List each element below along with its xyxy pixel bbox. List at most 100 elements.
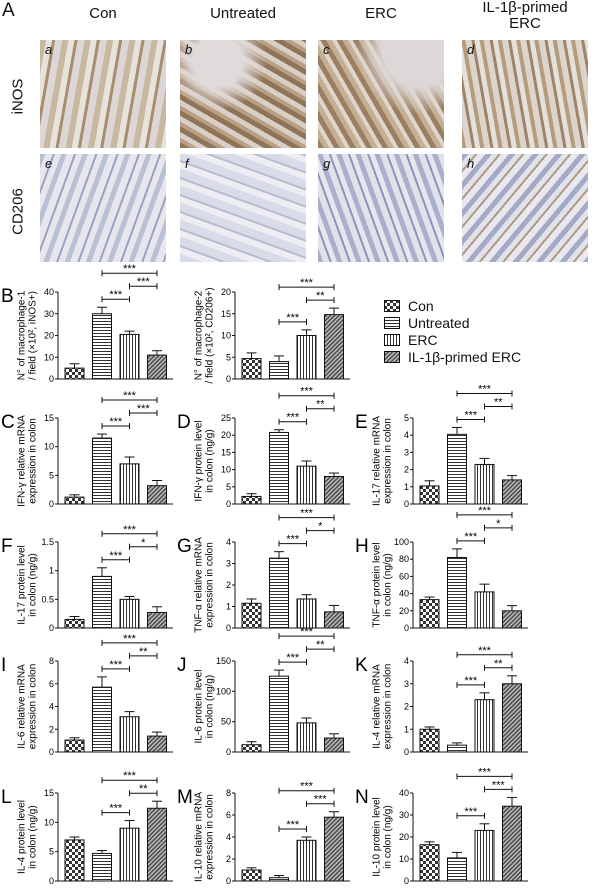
significance-label: *** — [478, 505, 492, 517]
significance-label: *** — [464, 531, 478, 543]
panel-letter: L — [1, 787, 12, 808]
y-axis-label: IL-17 protein level — [17, 545, 28, 625]
bar-erc — [296, 722, 317, 753]
bar-untreated — [447, 433, 467, 505]
y-tick-label: 0 — [226, 374, 231, 384]
legend-label: ERC — [408, 331, 438, 348]
y-tick-label: 15 — [44, 413, 54, 423]
bar-erc — [119, 598, 140, 629]
significance-label: *** — [109, 550, 123, 562]
significance-label: *** — [314, 794, 328, 806]
legend-label: Con — [408, 297, 434, 314]
legend-swatch — [384, 316, 400, 329]
bar-il-1-primed-erc — [147, 354, 167, 380]
y-tick-label: 10 — [44, 817, 54, 827]
y-axis-label: IL-4 protein level — [17, 800, 28, 874]
bar-untreated — [92, 313, 112, 380]
chart-f: F IL-17 protein level in colon (ng/g) 0 0.5 1… — [1, 524, 173, 633]
y-axis-label: IL-17 relative mRNA — [372, 416, 383, 506]
significance-label: *** — [123, 633, 137, 645]
y-tick-label: 0 — [226, 623, 231, 633]
significance-label: *** — [464, 675, 478, 687]
y-tick-label: 1.5 — [41, 537, 54, 547]
y-tick-label: 80 — [399, 554, 409, 564]
bar-con — [64, 367, 85, 380]
y-tick-label: 4 — [404, 656, 409, 666]
image-label: g — [323, 156, 331, 171]
bar-erc — [296, 598, 317, 629]
y-tick-label: 5 — [404, 413, 409, 423]
bar-untreated — [447, 744, 467, 753]
significance-label: *** — [123, 524, 137, 536]
y-axis-label: IL-6 relative mRNA — [17, 664, 28, 749]
chart-h: H TNF-α protein level in colon (ng/g) 0 20 40… — [355, 505, 528, 633]
significance-label: *** — [286, 312, 300, 324]
y-tick-label: 3 — [226, 559, 231, 569]
y-tick-label: 6 — [226, 810, 231, 820]
y-tick-label: 20 — [221, 287, 231, 297]
significance-label: *** — [123, 390, 137, 402]
y-tick-label: 2 — [49, 724, 54, 734]
y-tick-label: 6 — [49, 679, 54, 689]
significance-label: *** — [109, 289, 123, 301]
bar-untreated — [269, 361, 289, 380]
y-axis-label: TNF-α relative mRNA — [194, 537, 205, 633]
bar-erc — [119, 827, 140, 882]
y-tick-label: 0.5 — [41, 594, 54, 604]
histology-image-e: e — [40, 154, 166, 262]
chart-c: C IFN-γ relative mRNA expression in colon 0… — [1, 390, 173, 509]
bar-erc — [119, 333, 140, 380]
bar-il-1-primed-erc — [147, 807, 167, 882]
bar-con — [64, 496, 85, 505]
significance-label: *** — [109, 659, 123, 671]
histology-image-g: g — [318, 154, 444, 262]
y-tick-label: 1 — [404, 482, 409, 492]
y-tick-label: 15 — [221, 309, 231, 319]
y-tick-label: 2 — [404, 465, 409, 475]
y-tick-label: 4 — [49, 702, 54, 712]
significance-label: ** — [139, 646, 148, 658]
bar-con — [241, 869, 262, 882]
chart-k: K IL-4 relative mRNA expression in colon 0 1… — [355, 645, 528, 757]
bar-erc — [474, 699, 495, 753]
panel-letter: M — [177, 787, 193, 808]
y-tick-label: 2 — [226, 854, 231, 864]
panel-letter: E — [355, 412, 368, 433]
significance-label: *** — [300, 386, 314, 398]
y-tick-label: 10 — [221, 465, 231, 475]
bar-con — [419, 728, 440, 753]
significance-label: *** — [464, 806, 478, 818]
y-tick-label: 0 — [404, 623, 409, 633]
image-label: d — [467, 42, 475, 57]
bar-il-1-primed-erc — [324, 611, 344, 629]
y-tick-label: 0 — [404, 876, 409, 886]
bar-untreated — [269, 675, 289, 753]
chart-j: J IL-6 protein level in colon (ng/g) 0 50 100… — [177, 626, 350, 757]
histology-image-f: f — [180, 154, 306, 262]
y-tick-label: 2 — [404, 702, 409, 712]
y-tick-label: 0 — [404, 499, 409, 509]
y-axis-label: expression in colon — [205, 794, 216, 880]
column-header-il1b-erc: IL-1β-primed ERC — [482, 0, 568, 32]
bar-con — [64, 618, 85, 629]
y-tick-label: 3 — [404, 679, 409, 689]
y-axis-label: in colon (ng/g) — [28, 805, 39, 868]
y-axis-label: IL-6 protein level — [194, 670, 205, 744]
chart-b1: B N° of macrophage-1/ field (×10², iNOS+)… — [1, 263, 173, 384]
bar-con — [241, 744, 262, 753]
y-tick-label: 0 — [49, 499, 54, 509]
y-tick-label: 0 — [49, 876, 54, 886]
bar-il-1-primed-erc — [324, 314, 344, 380]
bar-il-1-primed-erc — [502, 610, 522, 629]
y-tick-label: 5 — [226, 352, 231, 362]
histology-image-b: b — [180, 40, 306, 148]
bar-untreated — [269, 431, 289, 505]
y-tick-label: 100 — [394, 537, 409, 547]
bar-erc — [474, 829, 495, 882]
bar-erc — [119, 716, 140, 753]
significance-label: *** — [286, 534, 300, 546]
y-tick-label: 0 — [404, 747, 409, 757]
y-tick-label: 4 — [404, 430, 409, 440]
y-tick-label: 15 — [221, 447, 231, 457]
bar-con — [64, 839, 85, 882]
